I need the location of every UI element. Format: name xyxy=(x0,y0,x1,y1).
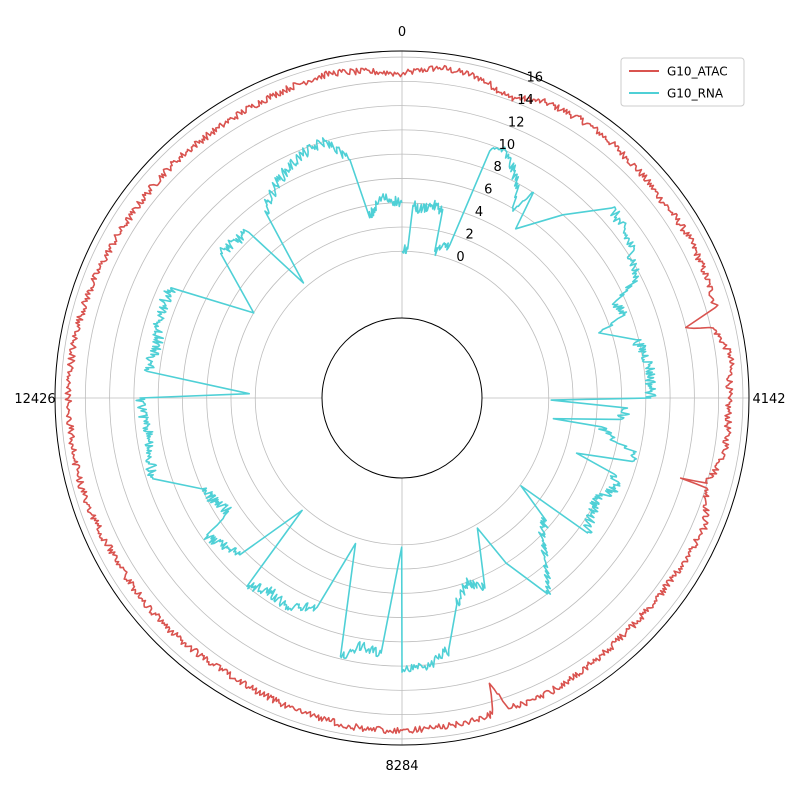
outer-frame xyxy=(54,50,750,746)
theta-tick-label: 4142 xyxy=(752,392,785,407)
radial-tick-label: 14 xyxy=(517,93,534,108)
radial-tick-label: 12 xyxy=(508,115,525,130)
series-line-g10-rna xyxy=(135,137,657,673)
radial-tick-label: 6 xyxy=(484,183,492,198)
series-lines xyxy=(64,64,735,735)
radial-tick-label: 4 xyxy=(475,205,483,220)
theta-tick-label: 12426 xyxy=(14,392,55,407)
radial-tick-label: 16 xyxy=(527,71,544,86)
inner-frame xyxy=(321,317,483,479)
polar-frame xyxy=(54,50,750,746)
radial-tick-label: 0 xyxy=(456,250,464,265)
series-line-g10-atac xyxy=(64,64,735,735)
legend: G10_ATAC G10_RNA xyxy=(620,57,745,107)
radial-tick-label: 10 xyxy=(499,138,516,153)
theta-tick-label: 8284 xyxy=(385,759,418,774)
radial-tick-label: 8 xyxy=(493,160,501,175)
legend-label-g10-atac: G10_ATAC xyxy=(667,65,728,79)
legend-label-g10-rna: G10_RNA xyxy=(667,87,724,101)
radial-tick-label: 2 xyxy=(466,228,474,243)
theta-tick-label: 0 xyxy=(398,25,406,40)
